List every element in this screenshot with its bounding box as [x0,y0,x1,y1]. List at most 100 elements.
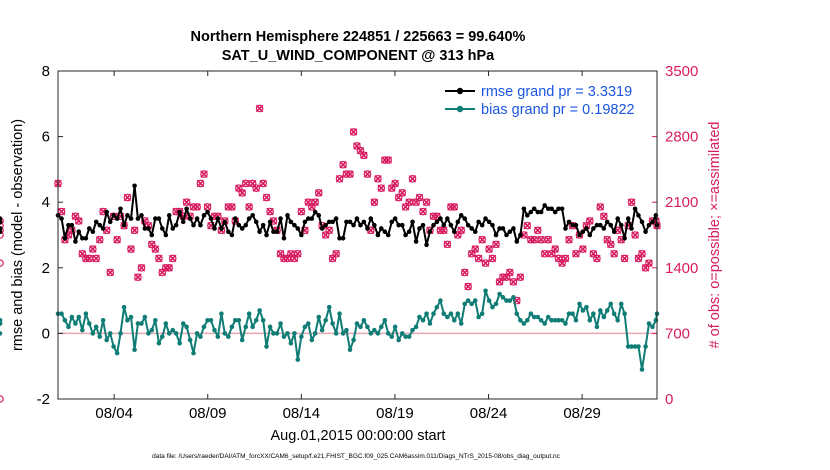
bias-point [100,317,106,323]
bias-point [483,288,488,294]
obs-possible-point [0,259,4,267]
rmse-point [448,222,454,228]
obs-assimilated-point [95,235,104,244]
rmse-point [587,232,593,238]
bias-point [375,331,381,336]
obs-possible-point [391,179,399,188]
bias-point [281,334,287,339]
rmse-point [389,219,395,225]
bias-point [372,327,377,333]
obs-assimilated-point [405,198,413,206]
bias-point [229,324,235,330]
rmse-point [316,213,322,218]
obs-possible-point [537,235,545,244]
obs-assimilated-point [537,235,545,244]
obs-assimilated-point [238,189,246,197]
y-right-axis-ticks: 0 700 1400 2100 2800 3500 [652,63,698,408]
rmse-point [563,226,568,231]
bias-point [365,324,370,330]
obs-assimilated-point [252,184,260,192]
obs-assimilated-point [182,198,191,206]
bias-point [347,347,353,353]
bias-point [476,314,481,320]
bias-point [361,317,367,323]
obs-assimilated-point [457,226,465,235]
obs-assimilated-point [370,198,379,206]
bias-point [403,334,408,339]
obs-assimilated-point [151,245,160,253]
legend-bias-marker [456,105,464,113]
obs-possible-point [589,249,598,258]
bias-point [226,334,231,339]
obs-possible-point [634,254,643,263]
rmse-point [431,222,436,228]
obs-assimilated-point [92,254,100,263]
bias-point [212,327,217,333]
bias-point [479,311,485,317]
bias-point [264,344,269,349]
rmse-point [107,219,113,225]
rmse-point [319,226,325,231]
rmse-point [156,216,162,221]
bias-point [618,301,624,307]
rmse-point [83,235,89,241]
obs-assimilated-point [558,259,566,267]
obs-possible-point [78,249,87,258]
rmse-point [299,232,304,238]
bias-point [358,324,363,330]
obs-assimilated-point [377,184,386,192]
obs-possible-point [422,198,431,207]
rmse-point [132,183,137,189]
rmse-point [476,219,481,225]
rmse-point [417,226,422,231]
obs-possible-point [200,170,208,178]
bias-point [267,324,273,330]
obs-assimilated-point [137,264,146,272]
obs-possible-point [182,198,191,207]
obs-assimilated-point [579,245,587,253]
obs-possible-point [561,254,570,263]
obs-assimilated-point [200,170,208,178]
rmse-point [271,229,276,235]
y-axis-ticks: -2 0 2 4 6 8 [37,63,63,408]
obs-assimilated-point [391,179,399,188]
obs-possible-point [155,254,163,263]
obs-possible-point [627,198,636,207]
bias-point [368,331,374,336]
rmse-point [528,209,534,215]
obs-possible-point [335,174,344,183]
rmse-point [243,222,249,228]
obs-possible-point [266,207,274,216]
obs-possible-point [394,193,403,202]
obs-possible-point [467,249,476,258]
rmse-point [493,232,499,238]
obs-assimilated-point [339,160,347,169]
obs-assimilated-point [471,245,480,253]
rmse-point [59,216,64,221]
bias-point [389,334,395,339]
series-lines [0,183,660,372]
obs-possible-point [464,282,472,291]
rmse-point [500,226,506,231]
bias-point [194,331,200,336]
obs-assimilated-point [241,179,250,188]
rmse-point [622,235,627,241]
rmse-point [566,219,572,225]
y-axis-label: rmse and bias (model - observation) [10,119,26,351]
bias-point [312,331,318,336]
bias-point [0,331,3,336]
obs-assimilated-point [495,278,504,286]
rmse-point [632,206,638,212]
obs-possible-point [252,184,261,192]
obs-possible-point [113,235,121,244]
rmse-point [531,206,537,212]
obs-possible-point [95,235,104,244]
bias-point [69,314,75,320]
obs-assimilated-point [346,170,354,178]
bias-point [622,311,627,317]
rmse-point [608,222,614,228]
obs-possible-point [481,259,490,267]
obs-possible-point [419,207,427,216]
obs-possible-point [0,395,4,403]
rmse-point [236,222,242,228]
